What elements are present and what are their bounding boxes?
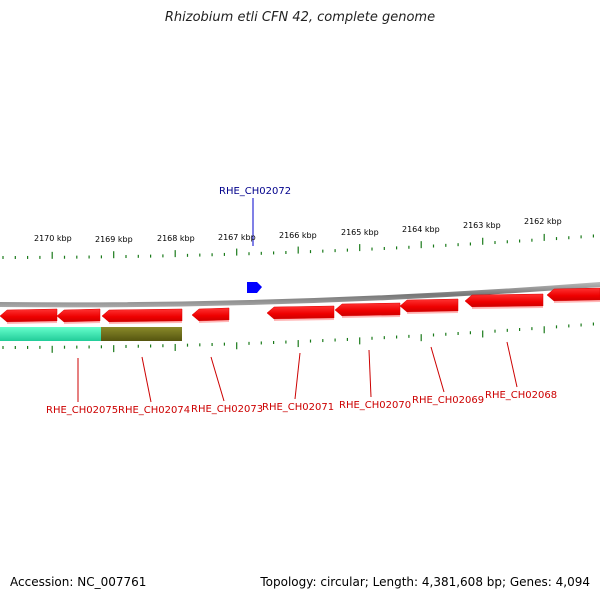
kbp-label-2162: 2162 kbp [524, 217, 562, 226]
gene-arrow-shadow [199, 320, 229, 323]
kbp-label-2165: 2165 kbp [341, 228, 379, 237]
gene-label-rhe-ch02074[interactable]: RHE_CH02074 [118, 405, 190, 416]
gene-leader-rhe-ch02073 [210, 356, 225, 402]
gene-arrow-shadow [342, 315, 400, 318]
gene-arrow-shadow [7, 321, 57, 324]
genome-summary-text: Topology: circular; Length: 4,381,608 bp… [260, 575, 590, 589]
feature-bar-teal [0, 327, 101, 341]
kbp-label-2163: 2163 kbp [463, 221, 501, 230]
gene-label-rhe-ch02075[interactable]: RHE_CH02075 [46, 405, 118, 416]
kbp-label-2170: 2170 kbp [34, 234, 72, 243]
gene-label-rhe-ch02071[interactable]: RHE_CH02071 [262, 402, 334, 413]
gene-leader-rhe-ch02074 [141, 356, 152, 403]
gene-arrow-rhe-ch02068[interactable] [464, 293, 544, 308]
tick-marks-bottom [2, 322, 595, 353]
gene-arrow-rhe-ch02070[interactable] [334, 302, 401, 317]
gene-arrow-shadow [472, 306, 543, 309]
accession-text: Accession: NC_007761 [10, 575, 147, 589]
kbp-label-2169: 2169 kbp [95, 235, 133, 244]
gene-arrow-shadow [64, 321, 100, 324]
gene-label-rhe-ch02068[interactable]: RHE_CH02068 [485, 390, 557, 401]
gene-leader-rhe-ch02069 [430, 346, 445, 393]
gene-label-rhe-ch02073[interactable]: RHE_CH02073 [191, 404, 263, 415]
gene-arrow-rhe-ch02073[interactable] [191, 307, 230, 322]
kbp-label-2166: 2166 kbp [279, 231, 317, 240]
gene-leader-rhe-ch02070 [368, 349, 372, 398]
gene-arrow-rhe-ch02072[interactable] [247, 282, 262, 293]
gene-label-rhe-ch02069[interactable]: RHE_CH02069 [412, 395, 484, 406]
feature-bar-olive [101, 327, 182, 341]
kbp-label-2168: 2168 kbp [157, 234, 195, 243]
kbp-label-2167: 2167 kbp [218, 233, 256, 242]
gene-label-rhe-ch02070[interactable]: RHE_CH02070 [339, 400, 411, 411]
gene-arrow-rhe-ch02076[interactable] [0, 308, 58, 323]
kbp-label-2164: 2164 kbp [402, 225, 440, 234]
gene-arrow-shadow [109, 321, 182, 324]
gene-arrow-shadow [274, 318, 334, 321]
gene-arrow-rhe-ch02069[interactable] [399, 298, 459, 313]
gene-arrow-shadow [407, 311, 458, 314]
gene-leader-rhe-ch02068 [506, 341, 518, 388]
gene-arrow-rhe-ch02067[interactable] [546, 287, 600, 302]
gene-arrow-rhe-ch02074[interactable] [101, 308, 183, 323]
gene-features [0, 287, 600, 403]
gene-arrow-rhe-ch02075[interactable] [56, 308, 101, 323]
gene-label-rhe-ch02072[interactable]: RHE_CH02072 [219, 186, 291, 197]
tick-marks-top [2, 233, 595, 259]
gene-arrow-rhe-ch02071[interactable] [266, 305, 335, 320]
map-title: Rhizobium etli CFN 42, complete genome [164, 10, 436, 25]
gene-arrow-shadow [554, 300, 600, 303]
gene-leader-rhe-ch02071 [294, 352, 301, 400]
